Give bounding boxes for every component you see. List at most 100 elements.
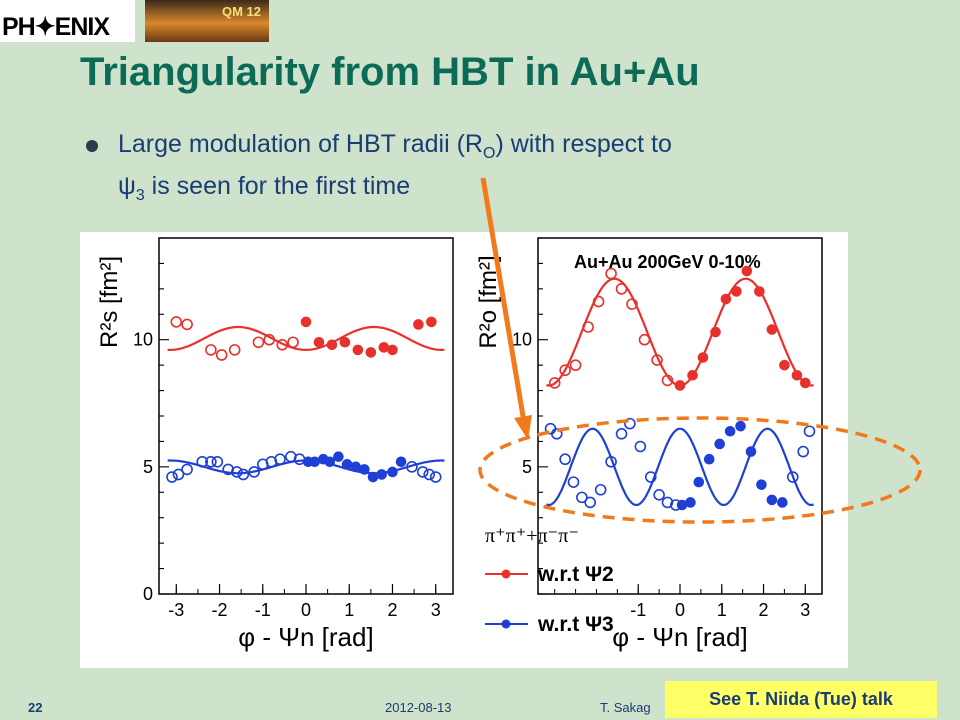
data-point bbox=[777, 497, 788, 508]
data-point bbox=[263, 333, 276, 346]
data-point bbox=[653, 489, 665, 501]
data-point bbox=[791, 370, 803, 381]
data-point bbox=[196, 455, 209, 468]
data-point bbox=[359, 464, 370, 475]
data-point bbox=[605, 267, 617, 280]
x-axis-label: φ - Ψn [rad] bbox=[612, 622, 747, 652]
data-point bbox=[352, 344, 364, 356]
data-point bbox=[592, 295, 605, 308]
data-point bbox=[172, 468, 185, 481]
hbt-chart-svg: -3 -2 -1 0 1 2 3 0 5 10 φ - Ψn [rad] R²s [fm²] -1 0 1 2… bbox=[96, 237, 823, 652]
data-point bbox=[339, 336, 351, 348]
data-point bbox=[413, 319, 424, 330]
fit-curve bbox=[167, 325, 445, 351]
data-point bbox=[550, 428, 563, 440]
data-point bbox=[724, 425, 736, 437]
data-point bbox=[720, 293, 732, 305]
x-tick-label: 1 bbox=[344, 600, 354, 620]
x-tick-label: -2 bbox=[212, 600, 228, 620]
bullet-line-2-sub: 3 bbox=[135, 187, 145, 204]
phenix-logo: PH✦ENIX bbox=[0, 0, 135, 42]
data-point bbox=[326, 339, 338, 351]
y-tick-label: 0 bbox=[143, 584, 153, 604]
bullet-line-2-post: is seen for the first time bbox=[144, 172, 411, 200]
x-tick-label: 0 bbox=[301, 600, 311, 620]
data-point bbox=[426, 316, 437, 328]
data-point bbox=[205, 344, 217, 356]
slide-title: Triangularity from HBT in Au+Au bbox=[80, 50, 700, 94]
legend-label: w.r.t Ψ2 bbox=[537, 563, 614, 586]
data-point bbox=[569, 359, 582, 371]
x-tick-label: 1 bbox=[717, 600, 727, 620]
data-point bbox=[567, 476, 580, 488]
legend-marker bbox=[501, 569, 511, 579]
bullet-line-1-post: ) with respect to bbox=[495, 130, 672, 158]
data-point bbox=[365, 347, 377, 358]
data-point bbox=[166, 471, 178, 483]
data-point bbox=[697, 352, 709, 363]
data-point bbox=[674, 380, 686, 391]
data-point bbox=[300, 316, 312, 328]
data-point bbox=[387, 466, 398, 478]
x-tick-label: -1 bbox=[255, 600, 271, 620]
data-point bbox=[324, 456, 336, 468]
data-point bbox=[237, 468, 250, 481]
data-point bbox=[170, 316, 183, 328]
bullet-dot-icon bbox=[86, 140, 98, 152]
pointer-arrow-head-icon bbox=[514, 415, 532, 440]
data-point bbox=[741, 265, 753, 277]
data-point bbox=[287, 336, 299, 349]
data-point bbox=[559, 364, 571, 377]
data-point bbox=[333, 451, 344, 462]
x-tick-label: 3 bbox=[800, 600, 810, 620]
data-point bbox=[615, 428, 628, 440]
bullet-line-2-sym: ψ bbox=[118, 172, 136, 200]
bullet-line-1-pre: Large modulation of HBT radii (R bbox=[118, 130, 483, 158]
data-point bbox=[766, 324, 778, 335]
data-point bbox=[803, 425, 816, 438]
data-point bbox=[211, 455, 224, 468]
footer-date: 2012-08-13 bbox=[385, 700, 452, 715]
data-point bbox=[797, 445, 810, 458]
x-tick-label: 3 bbox=[431, 600, 441, 620]
data-point bbox=[693, 476, 705, 488]
data-point bbox=[181, 463, 193, 476]
hbt-chart-figure: -3 -2 -1 0 1 2 3 0 5 10 φ - Ψn [rad] R²s [fm²] -1 0 1 2… bbox=[80, 232, 848, 668]
data-point bbox=[735, 420, 746, 432]
y-tick-label: 10 bbox=[133, 330, 153, 350]
page-number: 22 bbox=[28, 700, 43, 715]
data-point bbox=[181, 318, 193, 331]
data-point bbox=[745, 446, 757, 457]
data-point bbox=[274, 453, 286, 466]
data-point bbox=[313, 336, 325, 348]
data-point bbox=[594, 483, 607, 496]
data-point bbox=[205, 455, 217, 468]
data-point bbox=[754, 286, 765, 297]
data-point bbox=[248, 466, 260, 478]
data-point bbox=[559, 453, 571, 466]
x-tick-label: 2 bbox=[759, 600, 769, 620]
data-point bbox=[779, 359, 790, 371]
data-point bbox=[406, 461, 418, 473]
data-point bbox=[714, 438, 725, 450]
data-point bbox=[634, 440, 647, 453]
fit-curve bbox=[546, 427, 814, 507]
y-tick-label: 5 bbox=[143, 457, 153, 477]
chart-annotation: Au+Au 200GeV 0-10% bbox=[574, 252, 761, 272]
x-axis-label: φ - Ψn [rad] bbox=[238, 622, 373, 652]
data-point bbox=[576, 491, 588, 504]
data-point bbox=[626, 298, 638, 310]
y-tick-label: 10 bbox=[512, 330, 532, 350]
data-point bbox=[687, 370, 698, 381]
legend-marker bbox=[501, 619, 511, 629]
highlight-ellipse bbox=[478, 416, 922, 524]
data-point bbox=[276, 339, 289, 351]
bullet-line-1-sub: O bbox=[483, 145, 496, 162]
photo-label: QM 12 bbox=[221, 4, 261, 19]
data-point bbox=[584, 496, 597, 509]
data-point bbox=[416, 466, 429, 478]
legend: π⁺π⁺+π⁻π⁻ w.r.t Ψ2 w.r.t Ψ3 bbox=[485, 525, 614, 636]
talk-note: See T. Niida (Tue) talk bbox=[665, 681, 937, 718]
